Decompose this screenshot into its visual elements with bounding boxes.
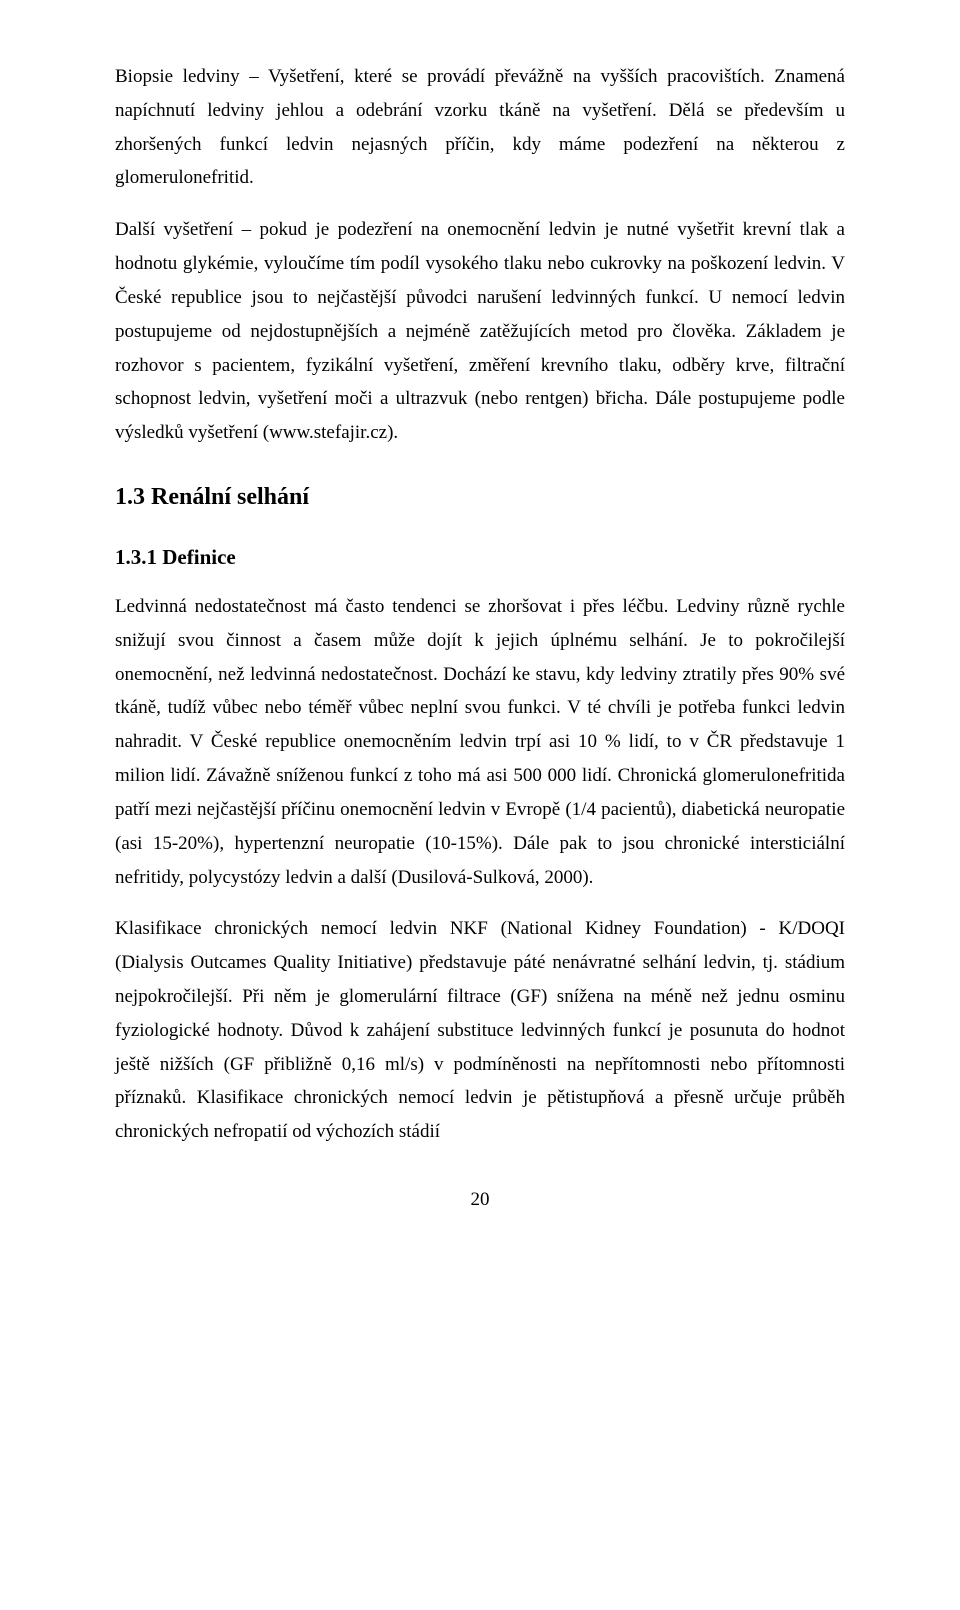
heading-renalni-selhani: 1.3 Renální selhání [115,476,845,519]
document-page: Biopsie ledviny – Vyšetření, které se pr… [0,0,960,1257]
heading-definice: 1.3.1 Definice [115,539,845,576]
paragraph-definice-2: Klasifikace chronických nemocí ledvin NK… [115,912,845,1149]
paragraph-definice-1: Ledvinná nedostatečnost má často tendenc… [115,590,845,894]
page-number: 20 [115,1183,845,1217]
paragraph-biopsie: Biopsie ledviny – Vyšetření, které se pr… [115,60,845,195]
paragraph-dalsi-vysetreni: Další vyšetření – pokud je podezření na … [115,213,845,450]
